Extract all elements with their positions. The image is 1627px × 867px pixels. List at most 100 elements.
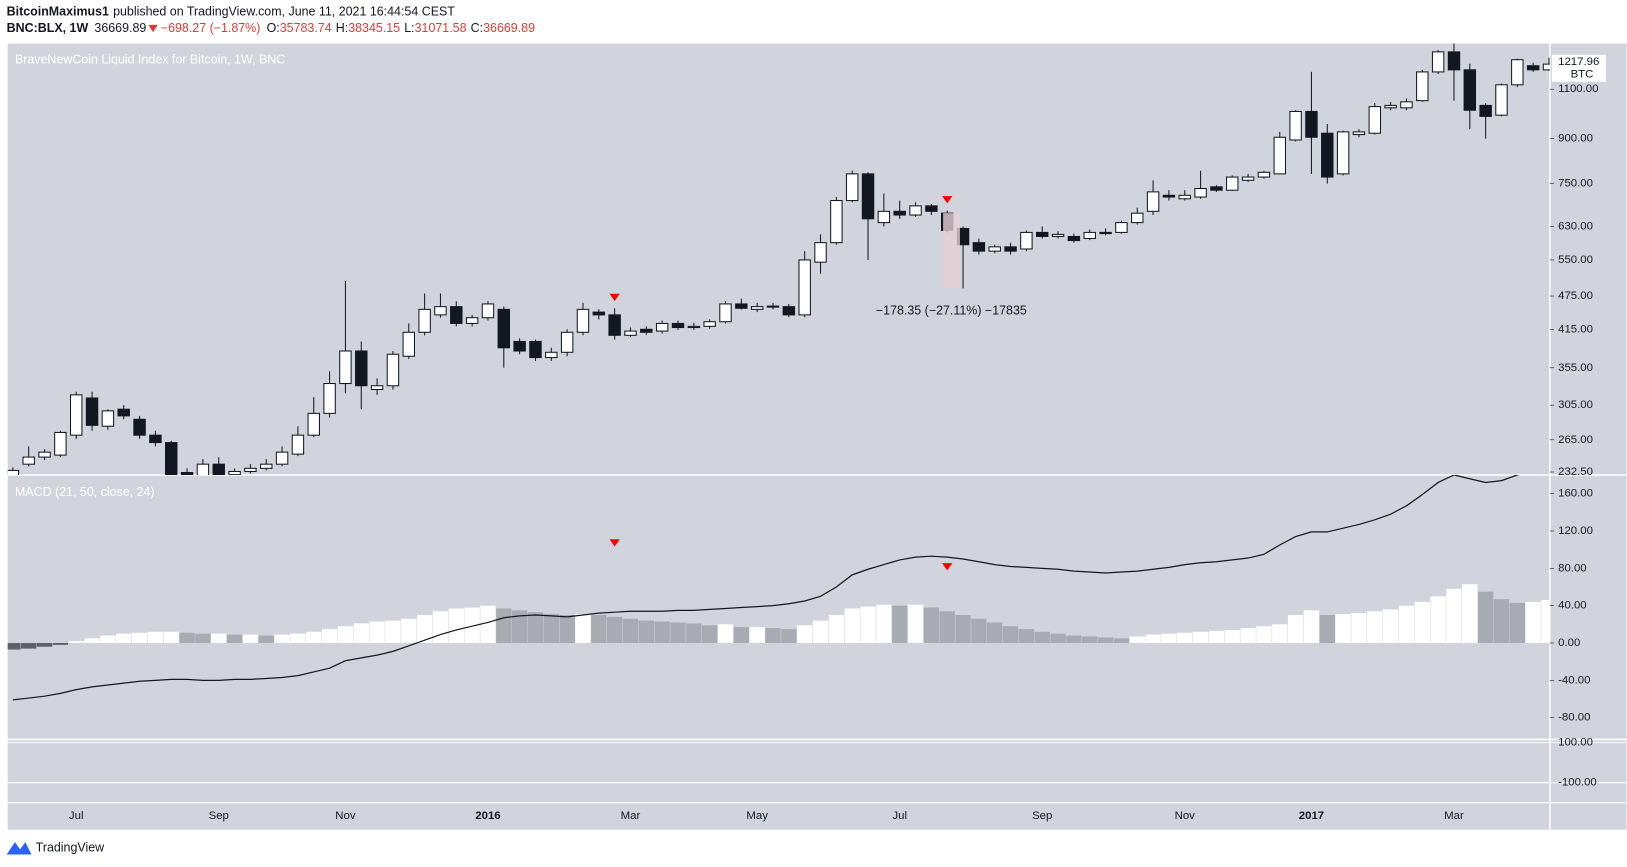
candle-body — [703, 321, 716, 327]
histogram-bar — [116, 633, 132, 644]
histogram-bar — [591, 615, 607, 644]
y-tick-label: 475.00 — [1558, 290, 1593, 302]
histogram-bar — [749, 627, 765, 644]
candle-body — [845, 173, 859, 202]
candle-body — [719, 303, 732, 323]
candle-body — [465, 317, 479, 324]
candle-body — [1067, 235, 1081, 242]
histogram-bar — [1430, 596, 1446, 644]
histogram-bar — [385, 620, 401, 644]
candle-body — [196, 463, 210, 475]
candle-body — [69, 394, 83, 436]
ohlc-label: L: — [404, 21, 414, 35]
histogram-bar — [559, 615, 575, 644]
histogram-bar — [670, 622, 686, 644]
candle-body — [22, 456, 35, 465]
signal-marker — [942, 196, 953, 204]
ohlc-value: 35783.74 — [280, 21, 332, 35]
candle-body — [1004, 246, 1017, 252]
candle-body — [1020, 231, 1033, 250]
candle-body — [1479, 104, 1492, 117]
histogram-bar — [226, 634, 243, 644]
histogram-bar — [1493, 599, 1510, 644]
candle-body — [228, 470, 241, 475]
candle-body — [1431, 51, 1445, 73]
header-line-2: BNC:BLX, 1W 36669.89 −698.27 (−1.87%) O:357… — [7, 21, 535, 35]
candle-body — [1051, 233, 1065, 237]
histogram-bar — [860, 606, 876, 644]
histogram-bar — [1256, 626, 1272, 644]
ohlc-label: H: — [336, 21, 348, 35]
histogram-bar — [654, 621, 670, 644]
candle-body — [1511, 59, 1524, 86]
signal-marker — [942, 563, 953, 571]
histogram-bar — [68, 641, 84, 644]
histogram-bar — [480, 605, 496, 644]
signal-marker — [609, 539, 620, 547]
y-tick-label: 1100.00 — [1558, 83, 1598, 95]
y-tick-label: 265.00 — [1558, 434, 1593, 446]
histogram-bar — [1050, 633, 1066, 644]
candle-body — [782, 306, 796, 316]
candle-body — [1352, 131, 1366, 136]
candle-body — [54, 431, 67, 456]
candle-body — [1083, 231, 1096, 240]
histogram-bar — [876, 604, 892, 644]
histogram-bar — [622, 618, 639, 644]
histogram-bar — [1319, 615, 1335, 644]
candle-body — [735, 303, 748, 309]
histogram-bar — [1066, 635, 1082, 644]
y-tick-label: -80.00 — [1558, 712, 1590, 724]
candle-body — [1273, 136, 1286, 175]
candle-body — [909, 205, 922, 216]
candle-body — [1162, 194, 1176, 198]
candle-body — [1178, 194, 1191, 200]
symbol: BNC:BLX, 1W — [7, 21, 89, 35]
candle-body — [1305, 110, 1318, 138]
candle-body — [481, 303, 495, 319]
y-tick-label: 40.00 — [1558, 600, 1587, 612]
candle-body — [180, 472, 194, 475]
histogram-bar — [1192, 631, 1209, 644]
candle-body — [355, 350, 368, 387]
x-tick-label: Jul — [69, 810, 84, 822]
candle-body — [370, 385, 384, 391]
histogram-bar — [765, 628, 781, 644]
histogram-bar — [7, 643, 21, 650]
y-tick-label: 750.00 — [1558, 178, 1593, 190]
candle-body — [165, 442, 178, 475]
ohlc-value: 38345.15 — [348, 21, 400, 35]
candle-body — [1257, 171, 1271, 178]
histogram-bar — [21, 643, 37, 649]
chart-area — [7, 43, 1627, 830]
histogram-bar — [290, 633, 306, 644]
histogram-bar — [1129, 636, 1145, 644]
candle-body — [877, 210, 891, 224]
candle-body — [925, 205, 938, 212]
y-tick-label: 630.00 — [1558, 220, 1593, 232]
histogram-bar — [211, 633, 227, 644]
candle-body — [861, 173, 875, 220]
histogram-bar — [179, 632, 195, 644]
ohlc-value: 36669.89 — [483, 21, 535, 35]
candle-body — [1368, 106, 1382, 134]
histogram-bar — [527, 612, 544, 644]
candle-body — [323, 382, 336, 414]
brand-logo — [6, 842, 32, 855]
histogram-bar — [84, 638, 100, 644]
histogram-bar — [733, 627, 750, 644]
histogram-bar — [907, 604, 924, 644]
candle-body — [893, 210, 906, 216]
measure-label: −178.35 (−27.11%) −17835 — [876, 303, 1027, 317]
histogram-bar — [971, 618, 987, 644]
candle-body — [576, 308, 590, 333]
candle-body — [529, 340, 542, 359]
y-tick-label: 550.00 — [1558, 254, 1593, 266]
x-tick-label: May — [746, 810, 768, 822]
histogram-bar — [844, 608, 860, 644]
histogram-bar — [1462, 584, 1478, 644]
candle-body — [1210, 186, 1223, 191]
y-tick-label: 355.00 — [1558, 362, 1593, 374]
candle-body — [1463, 69, 1477, 111]
